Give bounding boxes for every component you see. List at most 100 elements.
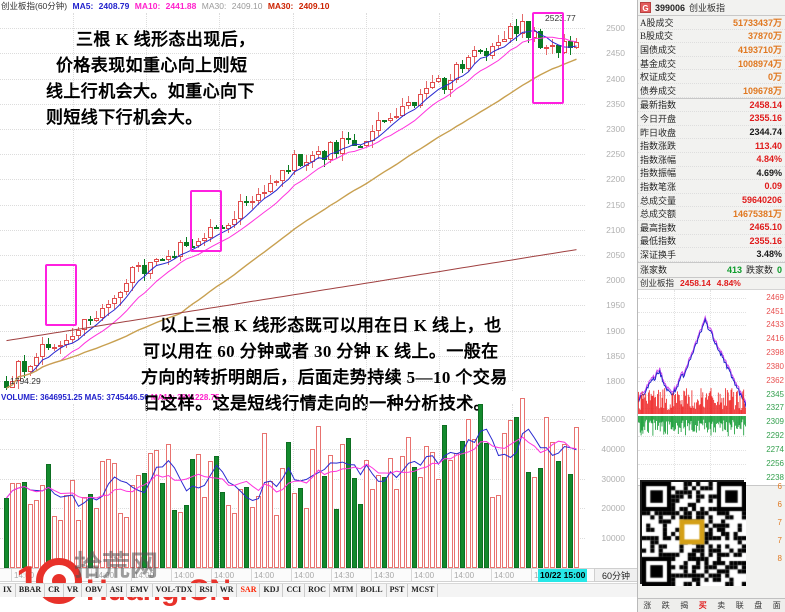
volume-bar	[214, 455, 219, 568]
volume-bar	[292, 492, 297, 568]
footer-tab-联[interactable]: 联	[735, 601, 744, 610]
candle-body	[322, 150, 327, 160]
indicator-button-rsi[interactable]: RSI	[196, 584, 217, 597]
volume-bar	[196, 453, 201, 568]
mini-gridline	[638, 449, 746, 451]
candle-body	[256, 194, 261, 202]
mini-gridline	[638, 325, 746, 327]
indicator-button-vr[interactable]: VR	[64, 584, 83, 597]
quote-panel-footer[interactable]: 涨跌 揭买 卖联 盘面	[638, 598, 785, 612]
indicator-button-mcst[interactable]: MCST	[408, 584, 439, 597]
ma5-value: 2408.79	[98, 1, 130, 11]
volume-bar	[34, 500, 39, 568]
candle-body	[502, 39, 507, 42]
turnover-value: 51733437万	[732, 17, 782, 28]
mini-axis-label: 2451	[766, 306, 784, 316]
volume-bar	[220, 492, 225, 568]
volume-bar	[478, 403, 483, 568]
indicator-button-obv[interactable]: OBV	[82, 584, 107, 597]
volume-axis-label: 50000	[601, 413, 625, 424]
candle-body	[304, 161, 309, 167]
time-tick: 14:00	[290, 569, 315, 581]
stock-name: 创业板指	[689, 3, 726, 13]
period-selector[interactable]: 60分钟	[594, 568, 638, 582]
candle-body	[88, 319, 93, 322]
volume-bar	[316, 425, 321, 568]
index-stat-label: 最低指数	[640, 236, 677, 247]
candle-body	[232, 218, 237, 226]
indicator-button-bbar[interactable]: BBAR	[16, 584, 46, 597]
price-axis-label: 2350	[606, 98, 625, 109]
index-stat-label: 今日开盘	[640, 113, 677, 124]
footer-tab-买[interactable]: 买	[698, 601, 707, 610]
indicator-button-vol-tdx[interactable]: VOL-TDX	[153, 584, 197, 597]
price-axis-label: 1900	[606, 325, 625, 336]
qr-code-icon	[640, 480, 746, 586]
candlestick	[16, 13, 21, 391]
candle-body	[52, 346, 57, 349]
index-stat-label: 深证换手	[640, 249, 677, 260]
indicator-button-pst[interactable]: PST	[387, 584, 409, 597]
indicator-button-emv[interactable]: EMV	[127, 584, 153, 597]
indicator-button-kdj[interactable]: KDJ	[260, 584, 284, 597]
indicator-button-cci[interactable]: CCI	[283, 584, 306, 597]
candle-wick	[288, 164, 289, 174]
mini-chart[interactable]: 2469 2451 2433 2416 2398 2380 2362 2345 2327 2309…	[638, 289, 785, 486]
index-stat-row: 指数涨幅 4.84%	[638, 153, 785, 167]
candle-body	[430, 81, 435, 88]
low-price-callout: 1794.29	[10, 376, 41, 386]
volume-bar	[400, 455, 405, 568]
mini-chart-plot[interactable]	[638, 289, 746, 486]
indicator-button-roc[interactable]: ROC	[305, 584, 330, 597]
index-stat-label: 最高指数	[640, 222, 677, 233]
footer-tab-盘[interactable]: 盘	[754, 601, 763, 610]
volume-bar	[412, 467, 417, 568]
volume-label: VOLUME:	[1, 393, 38, 402]
candle-body	[268, 182, 273, 192]
indicator-button-asi[interactable]: ASI	[107, 584, 127, 597]
volume-bar	[238, 489, 243, 568]
volume-bar	[502, 433, 507, 568]
indicator-button-wr[interactable]: WR	[217, 584, 238, 597]
volume-axis-label: 10000	[601, 533, 625, 544]
indicator-button-ix[interactable]: IX	[0, 584, 16, 597]
index-stat-value: 2355.16	[749, 235, 782, 246]
footer-tab-涨[interactable]: 涨	[643, 601, 652, 610]
candle-body	[310, 155, 315, 162]
time-tick: 14:30	[370, 569, 395, 581]
qr-code-block	[640, 480, 748, 588]
index-stat-row: 最新指数 2458.14	[638, 99, 785, 113]
volume-axis-label: 40000	[601, 443, 625, 454]
footer-tab-卖[interactable]: 卖	[717, 601, 726, 610]
volume-bar	[22, 481, 27, 568]
volume-plot-area[interactable]	[0, 397, 585, 568]
time-axis[interactable]: 14:00 14:00 14:00 14:00 14:00 14:00 14:00 14:00…	[0, 568, 629, 582]
mini-chart-last: 2458.14	[680, 278, 711, 289]
mini-axis-label: 2416	[766, 334, 784, 344]
candle-wick	[60, 340, 61, 354]
indicator-bar[interactable]: IX BBAR CR VR OBV ASI EMV VOL-TDX RSI WR SAR KDJ CCI…	[0, 583, 785, 597]
volume-bar	[496, 494, 501, 568]
indicator-button-mtm[interactable]: MTM	[330, 584, 358, 597]
index-stat-value: 3.48%	[756, 249, 782, 260]
price-axis-label: 1850	[606, 350, 625, 361]
volume-bar	[550, 441, 555, 568]
turnover-table: A股成交 51733437万 B股成交 37870万 国债成交 4193710万 基金成交 1…	[638, 16, 785, 99]
footer-tab-跌[interactable]: 跌	[661, 601, 670, 610]
volume-bar	[574, 427, 579, 568]
volume-bar	[40, 485, 45, 568]
candle-body	[244, 201, 249, 204]
footer-tab-面[interactable]: 面	[772, 601, 781, 610]
footer-tab-揭[interactable]: 揭	[680, 601, 689, 610]
candle-body	[130, 267, 135, 284]
indicator-button-cr[interactable]: CR	[45, 584, 64, 597]
candle-body	[106, 304, 111, 309]
indicator-button-boll[interactable]: BOLL	[357, 584, 387, 597]
turnover-row: B股成交 37870万	[638, 30, 785, 44]
volume-bar	[160, 483, 165, 568]
mini-gridline	[638, 339, 746, 341]
price-axis-label: 2250	[606, 149, 625, 160]
price-axis-label: 2500	[606, 23, 625, 34]
bottom-left-toolbar[interactable]	[0, 597, 140, 612]
indicator-button-sar[interactable]: SAR	[237, 584, 261, 597]
